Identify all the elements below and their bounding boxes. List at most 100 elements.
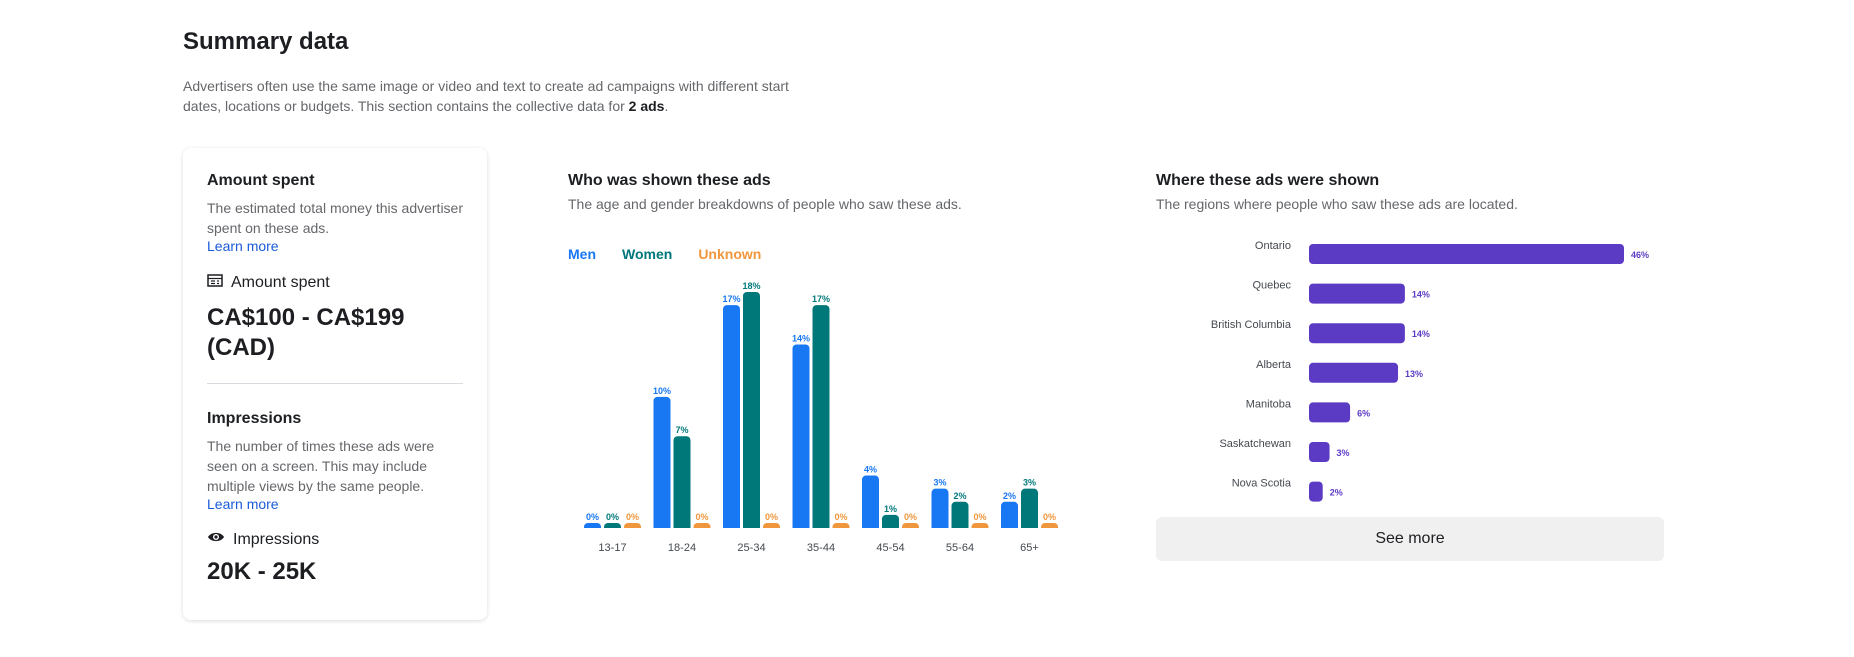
amount-spent-learn-more-link[interactable]: Learn more	[207, 238, 279, 254]
region-value-label: 3%	[1337, 448, 1350, 458]
region-bar-ontario[interactable]	[1309, 244, 1624, 264]
region-value-label: 2%	[1330, 488, 1343, 498]
bar-label-women-35-44: 17%	[812, 294, 830, 304]
bar-unknown-25-34[interactable]	[763, 523, 780, 532]
bar-men-45-54[interactable]	[862, 475, 879, 532]
bar-unknown-65+[interactable]	[1041, 523, 1058, 532]
region-bar-nova-scotia[interactable]	[1309, 481, 1323, 502]
impressions-learn-more-link[interactable]: Learn more	[207, 496, 279, 512]
region-label: Quebec	[1252, 280, 1291, 292]
card-divider	[207, 383, 463, 384]
bar-label-men-65+: 2%	[1003, 491, 1016, 501]
bar-unknown-35-44[interactable]	[832, 523, 850, 532]
bar-label-women-18-24: 7%	[675, 425, 688, 435]
bar-men-65+[interactable]	[1001, 501, 1018, 532]
amount-spent-metric: Amount spent	[207, 272, 463, 293]
summary-description: Advertisers often use the same image or …	[183, 76, 803, 116]
impressions-description: The number of times these ads were seen …	[207, 438, 435, 494]
bar-unknown-18-24[interactable]	[693, 523, 711, 532]
bar-label-unknown-55-64: 0%	[973, 512, 986, 522]
region-label: Nova Scotia	[1232, 478, 1292, 490]
bar-label-unknown-25-34: 0%	[765, 512, 778, 522]
legend-men[interactable]: Men	[568, 246, 596, 262]
age-tick-label: 13-17	[598, 542, 626, 554]
bar-unknown-45-54[interactable]	[902, 523, 919, 532]
bar-label-women-13-17: 0%	[606, 512, 619, 522]
page-title: Summary data	[183, 28, 349, 55]
bar-men-18-24[interactable]	[653, 396, 671, 532]
legend-unknown[interactable]: Unknown	[698, 246, 762, 262]
age-gender-legend: Men Women Unknown	[568, 246, 761, 262]
impressions-value: 20K - 25K	[207, 558, 317, 585]
bar-women-35-44[interactable]	[812, 305, 830, 532]
impressions-metric-label: Impressions	[233, 530, 320, 548]
region-bar-alberta[interactable]	[1309, 362, 1399, 383]
region-label: Alberta	[1256, 359, 1292, 371]
amount-spent-heading: Amount spent	[207, 172, 315, 189]
bar-label-unknown-35-44: 0%	[834, 512, 847, 522]
bar-men-25-34[interactable]	[723, 305, 740, 532]
bar-men-13-17[interactable]	[584, 523, 601, 532]
bar-label-unknown-18-24: 0%	[695, 512, 708, 522]
regions-chart: Ontario 46% Quebec 14% British Columbia 14% Al…	[1211, 240, 1649, 502]
bar-unknown-55-64[interactable]	[971, 523, 989, 532]
bar-women-45-54[interactable]	[882, 514, 899, 532]
bar-label-men-45-54: 4%	[864, 465, 877, 475]
age-tick-label: 55-64	[946, 542, 974, 554]
bar-men-55-64[interactable]	[931, 488, 949, 532]
age-tick-label: 65+	[1020, 542, 1039, 554]
summary-card: Amount spent The estimated total money t…	[183, 148, 487, 620]
bar-label-unknown-45-54: 0%	[904, 512, 917, 522]
region-label: Ontario	[1255, 240, 1291, 252]
bar-label-men-25-34: 17%	[722, 294, 740, 304]
bar-label-women-65+: 3%	[1023, 478, 1036, 488]
region-value-label: 46%	[1631, 250, 1649, 260]
age-gender-heading: Who was shown these ads	[568, 172, 771, 189]
regions-subtitle: The regions where people who saw these a…	[1156, 196, 1518, 212]
amount-spent-description: The estimated total money this advertise…	[207, 200, 464, 236]
impressions-section: Impressions The number of times these ad…	[207, 410, 463, 587]
region-label: British Columbia	[1211, 319, 1292, 331]
bar-label-women-25-34: 18%	[742, 281, 760, 291]
regions-section: Where these ads were shown The regions w…	[1156, 172, 1666, 572]
summary-description-text: Advertisers often use the same image or …	[183, 78, 789, 114]
bar-women-55-64[interactable]	[951, 501, 969, 532]
bar-women-65+[interactable]	[1021, 488, 1038, 532]
see-more-button[interactable]: See more	[1156, 517, 1664, 561]
impressions-heading: Impressions	[207, 410, 302, 427]
legend-women[interactable]: Women	[622, 246, 673, 262]
amount-spent-metric-label: Amount spent	[231, 273, 330, 291]
region-bar-quebec[interactable]	[1309, 283, 1405, 304]
regions-heading: Where these ads were shown	[1156, 172, 1380, 189]
region-label: Manitoba	[1246, 398, 1292, 410]
bar-label-unknown-65+: 0%	[1043, 512, 1056, 522]
age-tick-label: 35-44	[807, 542, 835, 554]
bar-label-women-55-64: 2%	[953, 491, 966, 501]
region-bar-saskatchewan[interactable]	[1309, 442, 1330, 462]
eye-icon	[207, 530, 225, 549]
bar-men-35-44[interactable]	[792, 344, 810, 532]
region-value-label: 6%	[1357, 408, 1370, 418]
amount-spent-value: CA$100 - CA$199 (CAD)	[207, 304, 405, 361]
impressions-metric: Impressions	[207, 530, 463, 549]
region-bar-manitoba[interactable]	[1309, 402, 1351, 423]
bar-label-men-13-17: 0%	[586, 512, 599, 522]
age-gender-section: Who was shown these ads The age and gend…	[568, 172, 1088, 572]
ads-count: 2 ads	[628, 98, 665, 114]
bar-women-13-17[interactable]	[604, 523, 621, 532]
bar-unknown-13-17[interactable]	[624, 523, 641, 532]
age-tick-label: 18-24	[668, 542, 696, 554]
summary-description-end: .	[664, 98, 669, 114]
age-gender-chart: 0% 0% 0%13-1710%7%0%18-2417%18%0%25-3414%1…	[584, 281, 1058, 554]
age-tick-label: 25-34	[737, 542, 765, 554]
bar-women-25-34[interactable]	[743, 292, 760, 532]
region-value-label: 13%	[1405, 369, 1423, 379]
bar-label-men-18-24: 10%	[653, 386, 671, 396]
bar-women-18-24[interactable]	[673, 436, 691, 532]
bar-label-unknown-13-17: 0%	[626, 512, 639, 522]
bar-label-women-45-54: 1%	[884, 504, 897, 514]
region-label: Saskatchewan	[1219, 438, 1291, 450]
age-gender-subtitle: The age and gender breakdowns of people …	[568, 196, 962, 212]
region-bar-british-columbia[interactable]	[1309, 323, 1405, 344]
money-bill-icon	[207, 272, 223, 293]
